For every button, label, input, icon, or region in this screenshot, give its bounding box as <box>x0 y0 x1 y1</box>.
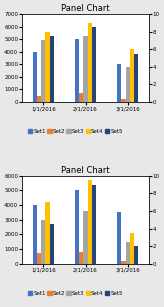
Bar <box>33 52 37 102</box>
Bar <box>125 242 130 264</box>
Bar <box>79 252 83 264</box>
Bar <box>130 49 134 102</box>
Bar <box>83 211 88 264</box>
Bar <box>33 205 37 264</box>
Bar <box>79 93 83 102</box>
Bar <box>117 212 121 264</box>
Title: Panel Chart: Panel Chart <box>61 4 110 13</box>
Bar <box>88 23 92 102</box>
Bar <box>134 53 138 102</box>
Bar <box>134 246 138 264</box>
Legend: Set1, Set2, Set3, Set4, Set5: Set1, Set2, Set3, Set4, Set5 <box>26 289 125 298</box>
Bar <box>45 32 50 102</box>
Bar <box>83 36 88 102</box>
Bar <box>37 254 41 264</box>
Legend: Set1, Set2, Set3, Set4, Set5: Set1, Set2, Set3, Set4, Set5 <box>26 127 125 136</box>
Bar <box>125 67 130 102</box>
Title: Panel Chart: Panel Chart <box>61 166 110 175</box>
Bar <box>41 220 45 264</box>
Bar <box>50 224 54 264</box>
Bar <box>45 202 50 264</box>
Bar <box>92 185 96 264</box>
Bar <box>37 96 41 102</box>
Bar <box>50 36 54 102</box>
Bar <box>75 190 79 264</box>
Bar <box>130 233 134 264</box>
Bar <box>121 261 125 264</box>
Bar <box>121 99 125 102</box>
Bar <box>75 39 79 102</box>
Bar <box>88 180 92 264</box>
Bar <box>92 27 96 102</box>
Bar <box>41 40 45 102</box>
Bar <box>117 64 121 102</box>
